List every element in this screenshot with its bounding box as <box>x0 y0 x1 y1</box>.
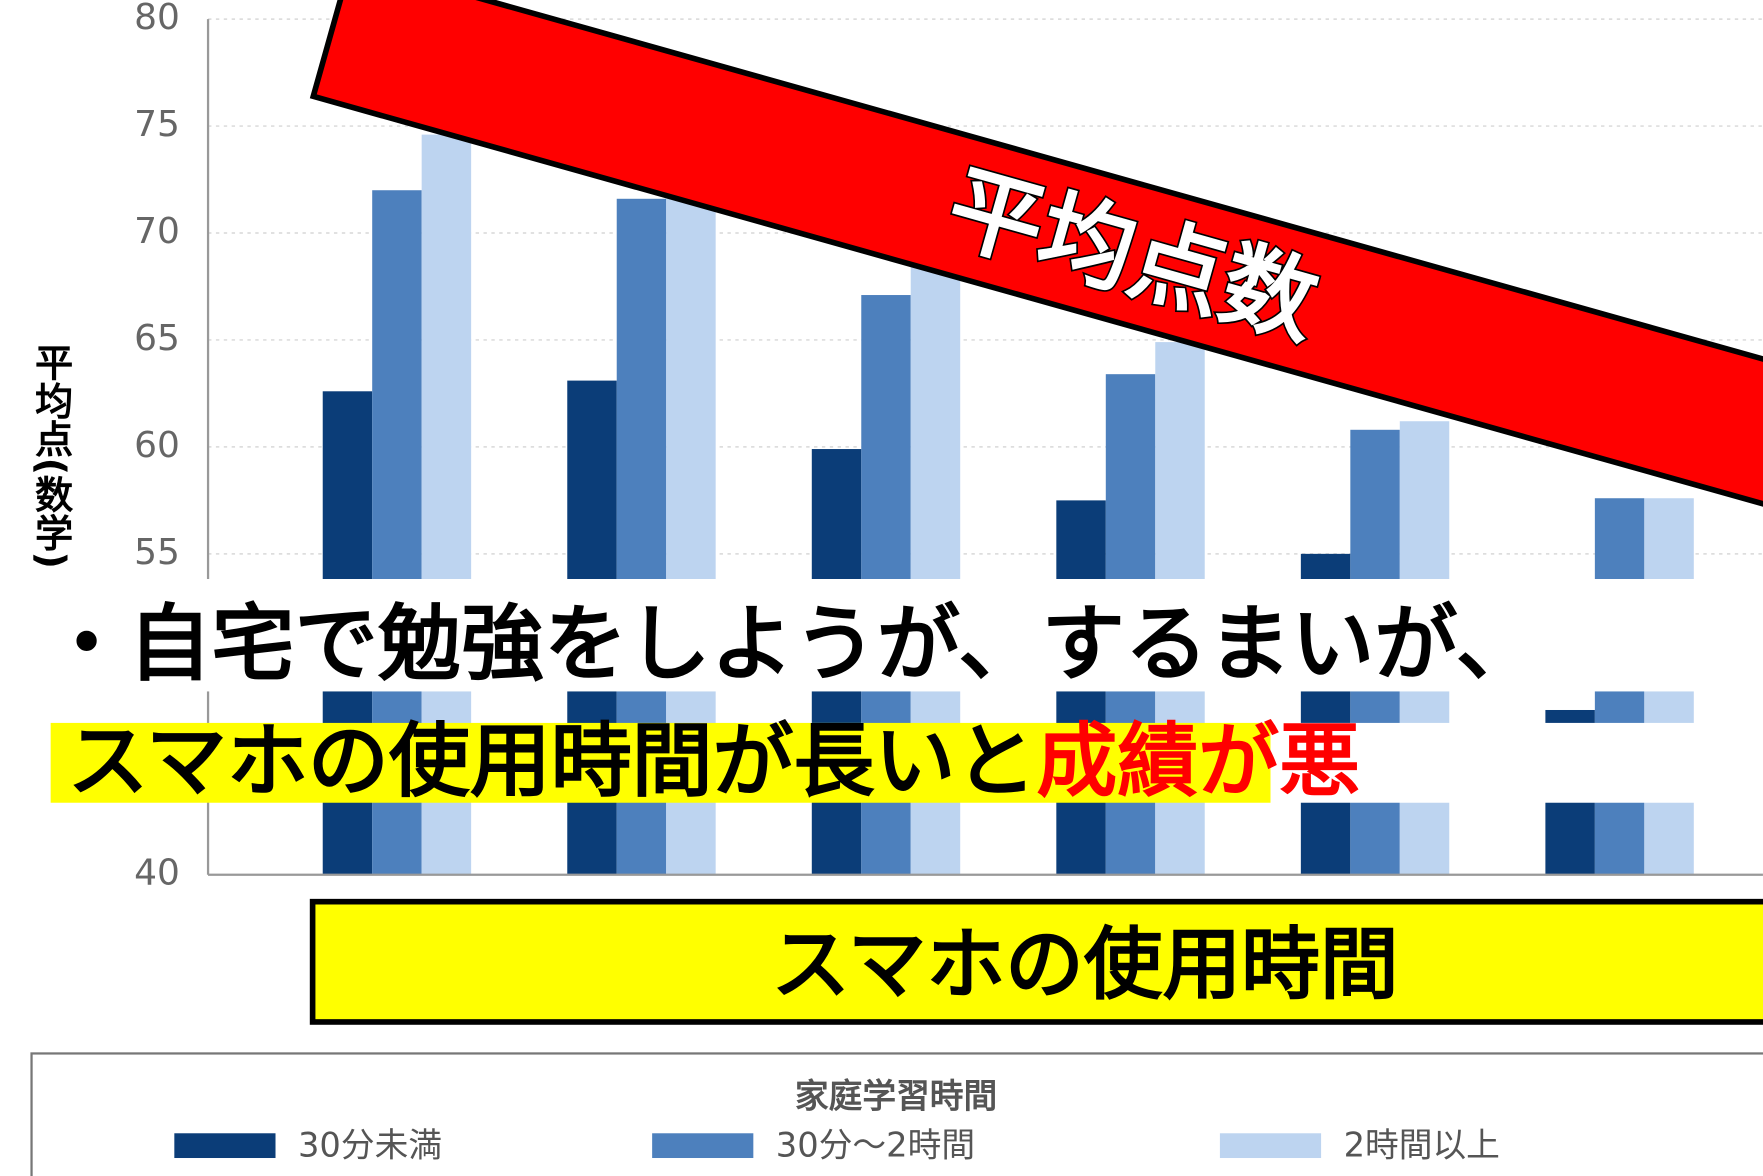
text-band <box>1270 722 1763 803</box>
legend-title: 家庭学習時間 <box>795 1076 997 1115</box>
legend-items: 30分未満 30分～2時間 2時間以上 <box>174 1125 1500 1164</box>
x-axis-label: スマホの使用時間 <box>771 919 1398 1011</box>
headline-line2: スマホの使用時間が長いと成績が悪 <box>68 715 1361 809</box>
legend-swatch <box>652 1133 754 1159</box>
legend-label: 2時間以上 <box>1344 1125 1500 1164</box>
text-band <box>0 579 1763 692</box>
highlight-text: スマホの使用時間が長い <box>68 715 956 809</box>
banner-bg <box>309 0 1763 526</box>
y-tick-label: 80 <box>134 0 180 38</box>
y-tick-label: 55 <box>134 532 180 573</box>
y-axis-label: 平均点(数学) <box>29 343 73 569</box>
y-tick-label: 70 <box>134 211 180 252</box>
y-tick-label: 75 <box>134 104 180 145</box>
x-label-box <box>309 898 1763 1025</box>
banner: 平均点数 <box>309 0 1763 526</box>
legend <box>30 1052 1763 1176</box>
headline-line1: ・自宅で勉強をしようが、するまいが、 <box>45 595 1539 692</box>
y-tick-label: 65 <box>134 318 180 359</box>
highlight <box>50 722 1271 803</box>
and-text: と <box>955 715 1036 809</box>
legend-swatch <box>1219 1133 1322 1159</box>
legend-label: 30分未満 <box>298 1125 442 1164</box>
legend-label: 30分～2時間 <box>776 1125 975 1164</box>
red-text: 成績が悪 <box>1036 715 1360 809</box>
y-tick-label: 40 <box>134 853 180 894</box>
legend-swatch <box>174 1133 276 1159</box>
y-tick-label: 60 <box>134 425 180 466</box>
